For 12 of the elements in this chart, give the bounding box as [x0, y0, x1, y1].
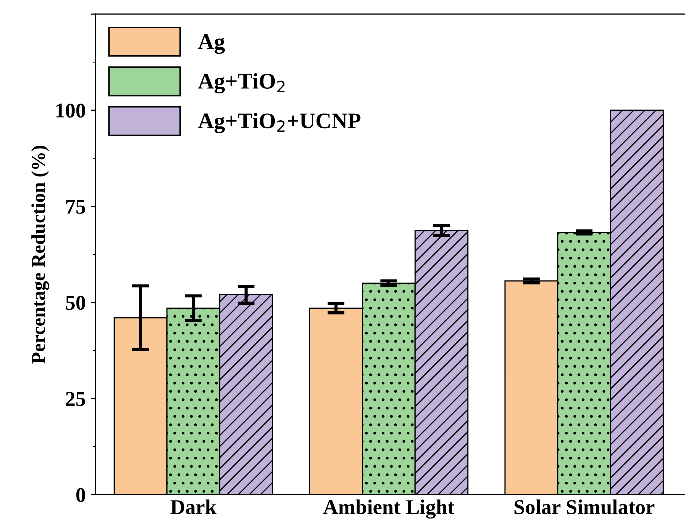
legend-label: Ag+TiO$_{2}$+UCNP: [198, 113, 361, 134]
y-tick-label: 100: [56, 104, 86, 118]
legend-label: Ag: [198, 34, 226, 54]
x-tick-label: Solar Simulator: [514, 500, 655, 514]
y-tick-label: 0: [76, 488, 86, 502]
y-tick-label: 75: [66, 200, 86, 214]
x-tick-label: Ambient Light: [324, 500, 455, 519]
y-axis-title: Percentage Reduction (%): [32, 146, 50, 364]
legend-label: Ag+TiO$_{2}$: [198, 73, 285, 94]
y-tick-label: 50: [66, 296, 86, 310]
y-tick-label: 25: [66, 392, 86, 406]
x-tick-label: Dark: [170, 500, 217, 514]
